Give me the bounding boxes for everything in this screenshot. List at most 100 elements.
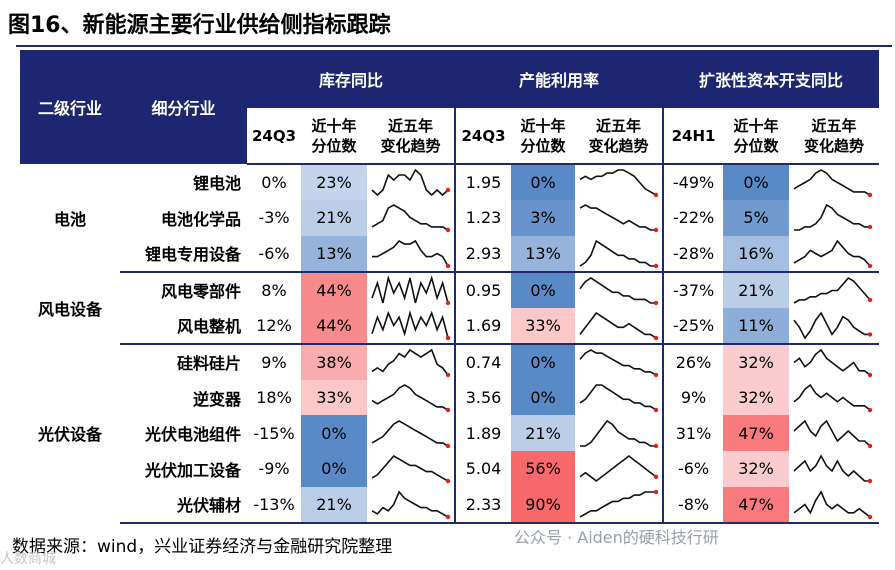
trend-sparkline xyxy=(371,419,451,448)
industry-cell: 硅料硅片 xyxy=(176,354,241,374)
trend-end-point xyxy=(867,297,873,302)
header-industry: 细分行业 xyxy=(120,50,247,164)
trend-sparkline xyxy=(794,204,873,232)
capacity-trend-cell xyxy=(575,164,663,200)
header-period-capacity: 24Q3 xyxy=(454,108,512,165)
industry-cell: 风电零部件 xyxy=(160,282,241,302)
inventory-percentile-cell: 21% xyxy=(301,200,367,236)
capex-value-cell: 26% xyxy=(662,343,724,380)
industry-cell: 光伏辅材 xyxy=(120,486,247,524)
trend-end-point xyxy=(445,479,451,484)
inventory-value-cell: -3% xyxy=(258,208,290,228)
header-line: 变化趋势 xyxy=(804,136,865,155)
inventory-percentile-cell: 33% xyxy=(301,379,367,416)
segment-cell: 光伏设备 xyxy=(37,425,102,445)
trend-line xyxy=(793,239,871,267)
trend-line xyxy=(371,384,449,411)
trend-sparkline xyxy=(371,274,451,305)
trend-end-point xyxy=(445,335,451,340)
trend-line xyxy=(793,311,871,340)
inventory-trend-cell xyxy=(367,380,455,416)
trend-sparkline xyxy=(580,419,659,448)
trend-sparkline xyxy=(793,348,873,377)
inventory-value-cell: -9% xyxy=(258,459,290,479)
trend-line xyxy=(579,348,657,376)
trend-sparkline xyxy=(793,383,873,413)
industry-cell: 光伏加工设备 xyxy=(144,460,241,480)
capacity-percentile-cell: 0% xyxy=(511,164,576,200)
inventory-value-cell: 9% xyxy=(261,352,287,372)
trend-line xyxy=(579,490,657,518)
trend-line xyxy=(793,454,871,483)
trend-sparkline xyxy=(793,454,873,484)
source-note: 数据来源：wind，兴业证券经济与金融研究院整理 xyxy=(12,537,393,557)
trend-sparkline xyxy=(793,311,873,340)
capacity-trend-cell xyxy=(575,380,663,416)
table-row: 电池化学品 -3% 21% 1.23 3% -22% 5% xyxy=(20,200,879,236)
trend-line xyxy=(793,490,871,518)
trend-line xyxy=(579,384,657,411)
trend-sparkline xyxy=(579,455,659,483)
trend-end-point xyxy=(653,228,659,233)
header-line: 近十年 xyxy=(733,116,779,135)
capex-trend-cell xyxy=(789,486,880,524)
trend-line xyxy=(372,239,449,267)
inventory-value-cell: 8% xyxy=(261,280,287,300)
capacity-percentile-cell: 21% xyxy=(511,415,576,452)
header-percentile-capex: 近十年 分位数 xyxy=(723,108,790,165)
watermark-secondary: 人数商城 xyxy=(0,551,56,567)
capacity-trend-cell xyxy=(575,307,664,345)
trend-end-point xyxy=(653,443,659,448)
trend-line xyxy=(371,348,449,376)
inventory-trend-cell xyxy=(367,307,456,345)
trend-sparkline xyxy=(579,348,659,377)
trend-line xyxy=(579,455,657,483)
trend-line xyxy=(579,239,657,267)
trend-end-point xyxy=(867,479,873,484)
inventory-percentile-cell: 0% xyxy=(301,415,367,452)
trend-line xyxy=(579,276,657,304)
title-divider xyxy=(16,45,892,47)
trend-end-point xyxy=(867,514,873,519)
trend-end-point xyxy=(445,372,451,377)
capacity-value-cell: 1.23 xyxy=(454,200,512,236)
capex-percentile-cell: 32% xyxy=(723,379,790,416)
table-row: 锂电专用设备 -6% 13% 2.93 13% -28% 16% xyxy=(20,235,880,273)
trend-sparkline xyxy=(579,204,659,233)
trend-line xyxy=(579,311,657,339)
trend-end-point xyxy=(653,489,659,494)
capex-trend-cell xyxy=(789,164,879,200)
capacity-trend-cell xyxy=(575,344,663,380)
trend-sparkline xyxy=(371,168,451,197)
industry-cell: 锂电池 xyxy=(192,174,241,193)
header-line: 近五年 xyxy=(811,116,857,135)
header-line: 分位数 xyxy=(733,136,779,155)
capex-trend-cell xyxy=(789,380,879,416)
header-line: 分位数 xyxy=(520,136,566,155)
capex-percentile-cell: 32% xyxy=(723,343,790,380)
header-group-capacity: 产能利用率 xyxy=(455,50,664,108)
capacity-percentile-cell: 90% xyxy=(511,486,576,524)
subheader-row: 24Q3 近十年 分位数 近五年 变化趋势 24Q3 近十年 分位数 近五年 变化趋势 24H1 近十… xyxy=(20,108,880,165)
table-row: 光伏设备 硅料硅片 9% 38% 0.74 0% 26% 32% xyxy=(20,343,879,444)
supply-indicator-table: 二级行业 细分行业 库存同比 产能利用率 扩张性资本开支同比 24Q3 近十年 分位… xyxy=(20,50,880,524)
trend-sparkline xyxy=(371,204,451,233)
table-row: 光伏辅材 -13% 21% 2.33 90% -8% 47% xyxy=(20,486,880,524)
header-period-capex: 24H1 xyxy=(662,108,724,165)
industry-cell: 风电整机 xyxy=(120,307,247,345)
trend-sparkline xyxy=(371,348,451,377)
trend-sparkline xyxy=(371,309,451,340)
header-percentile-inventory: 近十年 分位数 xyxy=(301,108,367,165)
capex-percentile-cell: 21% xyxy=(723,271,790,308)
table-row: 光伏电池组件 -15% 0% 1.89 21% 31% 47% xyxy=(20,415,879,452)
trend-end-point xyxy=(445,263,451,268)
capacity-percentile-cell: 0% xyxy=(511,271,576,308)
trend-line xyxy=(579,169,657,196)
trend-sparkline xyxy=(371,384,451,413)
trend-end-point xyxy=(445,514,451,519)
trend-end-point xyxy=(445,443,451,448)
trend-line xyxy=(579,204,657,232)
table-body: 电池 锂电池 0% 23% 1.95 0% -49% 0% 电池化学品 -3% 21% 1.23 3% -… xyxy=(20,164,880,524)
inventory-value-cell: 0% xyxy=(261,173,287,192)
trend-line xyxy=(793,383,871,411)
